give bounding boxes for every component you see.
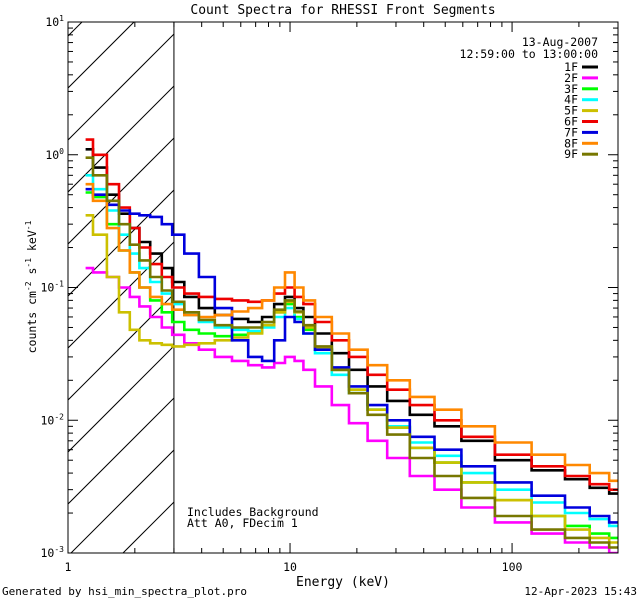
x-axis-label: Energy (keV) [296,575,390,590]
legend-label: 4F [564,93,578,107]
annotation-attenuator: Att A0, FDecim 1 [187,516,298,530]
annotation-background: Includes Background [187,505,319,519]
time-range: 12:59:00 to 13:00:00 [460,47,599,61]
legend-label: 7F [564,125,578,139]
legend-label: 9F [564,147,578,161]
series-7F [85,187,618,524]
series-8F [85,182,618,483]
footer-generated-by: Generated by hsi_min_spectra_plot.pro [2,585,247,598]
y-axis-label: counts cm-2 s-1 keV-1 [24,220,39,353]
x-tick-label: 100 [502,560,523,574]
legend-label: 6F [564,115,578,129]
x-tick-label: 10 [283,560,297,574]
series-9F [85,156,618,549]
legend-label: 1F [564,60,578,74]
y-tick-label: 10-1 [41,280,65,295]
legend-label: 2F [564,71,578,85]
series-2F [85,266,618,553]
legend-label: 3F [564,82,578,96]
chart-title: Count Spectra for RHESSI Front Segments [190,3,495,18]
series-layer [85,138,618,553]
x-tick-label: 1 [65,560,72,574]
legend-label: 5F [564,104,578,118]
y-tick-label: 100 [45,147,64,162]
observation-date: 13-Aug-2007 [522,35,598,49]
series-6F [85,138,618,491]
y-tick-label: 10-2 [41,412,65,427]
axis-ticks [67,21,619,554]
footer-timestamp: 12-Apr-2023 15:43 [524,585,637,598]
legend-label: 8F [564,136,578,150]
tick-labels: 1 10 100 101 100 10-1 10-2 10-3 [41,14,523,574]
y-tick-label: 10-3 [41,545,65,560]
y-tick-label: 101 [45,14,64,29]
